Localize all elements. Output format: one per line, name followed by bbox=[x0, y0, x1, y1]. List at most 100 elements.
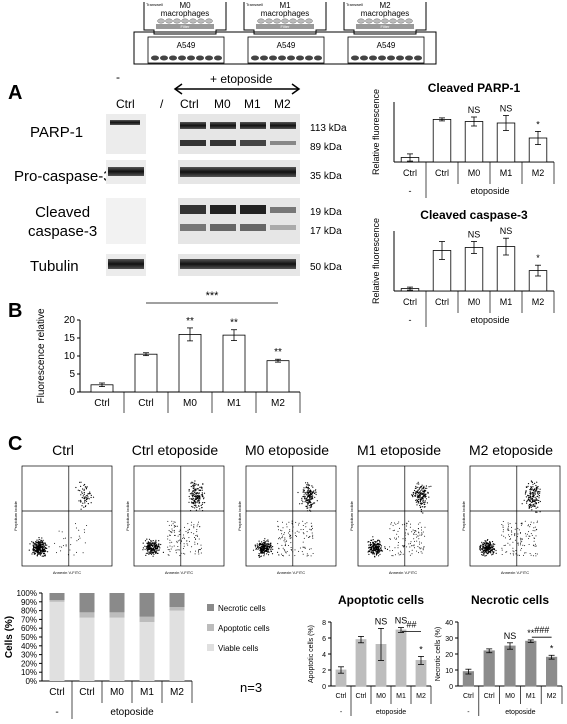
macrophage-cell bbox=[173, 18, 181, 24]
y-tick-label: 60% bbox=[21, 624, 37, 633]
flow-dot-plot: Propidium iodide Annexin V-FITC bbox=[349, 465, 449, 575]
bar-segment bbox=[109, 612, 125, 618]
transwell-label: Transwell bbox=[146, 2, 163, 7]
bar-segment bbox=[79, 617, 95, 681]
y-axis-label: Fluorescence relative bbox=[36, 308, 47, 403]
insert-cell-desc: macrophages bbox=[361, 9, 409, 18]
group-label: etoposide bbox=[505, 709, 535, 716]
a549-cell bbox=[351, 55, 359, 61]
flow-dot-plot: Propidium iodide Annexin V-FITC bbox=[125, 465, 225, 575]
flow-y-label: Propidium iodide bbox=[461, 500, 466, 531]
x-tick-label: M1 bbox=[526, 693, 536, 700]
x-tick-label: M0 bbox=[110, 687, 124, 698]
chart-necrotic-cells: Necrotic cells Necrotic cells (%) 0 10 20 30 4… bbox=[435, 593, 563, 716]
a549-cell bbox=[378, 55, 386, 61]
y-axis-label: Necrotic cells (%) bbox=[435, 627, 442, 681]
y-tick-label: 30% bbox=[21, 651, 37, 660]
kda-89: 89 kDa bbox=[310, 142, 342, 153]
flow-x-label: Annexin V-FITC bbox=[277, 570, 305, 575]
x-tick-label: M2 bbox=[532, 297, 545, 307]
events bbox=[28, 481, 95, 557]
events bbox=[142, 480, 206, 557]
bar-segment bbox=[169, 593, 185, 608]
x-tick-label: M0 bbox=[468, 168, 481, 178]
a549-label: A549 bbox=[377, 41, 396, 50]
x-tick-label: Ctrl bbox=[94, 398, 110, 409]
kda-35: 35 kDa bbox=[310, 171, 342, 182]
flow-y-label: Propidium iodide bbox=[13, 500, 18, 531]
a549-cell bbox=[396, 55, 404, 61]
x-tick-label: M1 bbox=[500, 168, 513, 178]
y-tick-label: 30 bbox=[445, 636, 453, 643]
x-tick-label: Ctrl bbox=[435, 297, 449, 307]
legend-label: Apoptotic cells bbox=[218, 624, 270, 633]
bracket-label: ### bbox=[534, 625, 549, 635]
group-label: etoposide bbox=[110, 707, 154, 718]
x-tick-label: Ctrl bbox=[49, 687, 65, 698]
plot-frame bbox=[21, 465, 113, 567]
y-tick-label: 40 bbox=[445, 620, 453, 627]
x-tick-label: M1 bbox=[396, 693, 406, 700]
a549-cell bbox=[360, 55, 368, 61]
y-tick-label: 20 bbox=[445, 652, 453, 659]
chart-title: Cleaved caspase-3 bbox=[420, 208, 528, 222]
bar-segment bbox=[169, 607, 185, 611]
a549-cell bbox=[151, 55, 159, 61]
y-tick-label: 8 bbox=[322, 620, 326, 627]
a549-cell bbox=[287, 55, 295, 61]
significance-label: ** bbox=[527, 628, 535, 638]
macrophage-cell bbox=[297, 18, 305, 24]
n-label: n=3 bbox=[240, 680, 263, 695]
x-tick-label: M2 bbox=[547, 693, 557, 700]
insert-cell-desc: macrophages bbox=[261, 9, 309, 18]
flow-y-label: Propidium iodide bbox=[349, 500, 354, 531]
macrophage-cell bbox=[389, 18, 397, 24]
filter-label: Filter bbox=[181, 24, 191, 29]
kda-17: 17 kDa bbox=[310, 226, 342, 237]
x-tick-label: Ctrl bbox=[356, 693, 367, 700]
y-tick-label: 2 bbox=[322, 668, 326, 675]
y-tick-label: 80% bbox=[21, 607, 37, 616]
group-label: etoposide bbox=[376, 709, 406, 716]
significance-label: NS bbox=[468, 105, 481, 115]
significance-label: * bbox=[550, 643, 554, 653]
group-label: - bbox=[55, 707, 58, 718]
a549-cell bbox=[278, 55, 286, 61]
plot-frame bbox=[357, 465, 449, 567]
flow-title: M1 etoposide bbox=[356, 442, 442, 458]
lane-m2: M2 bbox=[274, 97, 291, 111]
group-label: etoposide bbox=[470, 186, 509, 196]
macrophage-cell bbox=[181, 18, 189, 24]
insert-cell-desc: macrophages bbox=[161, 9, 209, 18]
significance-label: NS bbox=[468, 230, 481, 240]
plot-frame bbox=[133, 465, 225, 567]
western-blots bbox=[106, 114, 300, 276]
slash: / bbox=[160, 97, 164, 111]
flow-y-label: Propidium iodide bbox=[125, 500, 130, 531]
a549-cell bbox=[269, 55, 277, 61]
bar bbox=[395, 629, 407, 687]
legend-label: Necrotic cells bbox=[218, 604, 266, 613]
x-tick-label: Ctrl bbox=[79, 687, 95, 698]
y-axis-label: Apoptotic cells (%) bbox=[308, 625, 315, 683]
bar bbox=[464, 121, 484, 163]
bar bbox=[546, 656, 558, 687]
events bbox=[367, 481, 432, 558]
macrophage-cell bbox=[165, 18, 173, 24]
y-tick-label: 70% bbox=[21, 615, 37, 624]
significance-label: * bbox=[419, 644, 423, 654]
lane-m1: M1 bbox=[244, 97, 261, 111]
y-tick-label: 20% bbox=[21, 659, 37, 668]
kda-113: 113 kDa bbox=[310, 123, 347, 134]
a549-cell bbox=[387, 55, 395, 61]
a549-cell bbox=[414, 55, 422, 61]
significance-label: NS bbox=[504, 631, 517, 641]
macrophage-cell bbox=[405, 18, 413, 24]
x-tick-label: M0 bbox=[468, 297, 481, 307]
bar bbox=[266, 360, 290, 393]
y-axis-label: Relative fluorescence bbox=[371, 89, 381, 175]
flow-title: Ctrl bbox=[52, 442, 74, 458]
y-tick-label: 100% bbox=[17, 589, 37, 598]
flow-x-label: Annexin V-FITC bbox=[53, 570, 81, 575]
a549-cell bbox=[196, 55, 204, 61]
